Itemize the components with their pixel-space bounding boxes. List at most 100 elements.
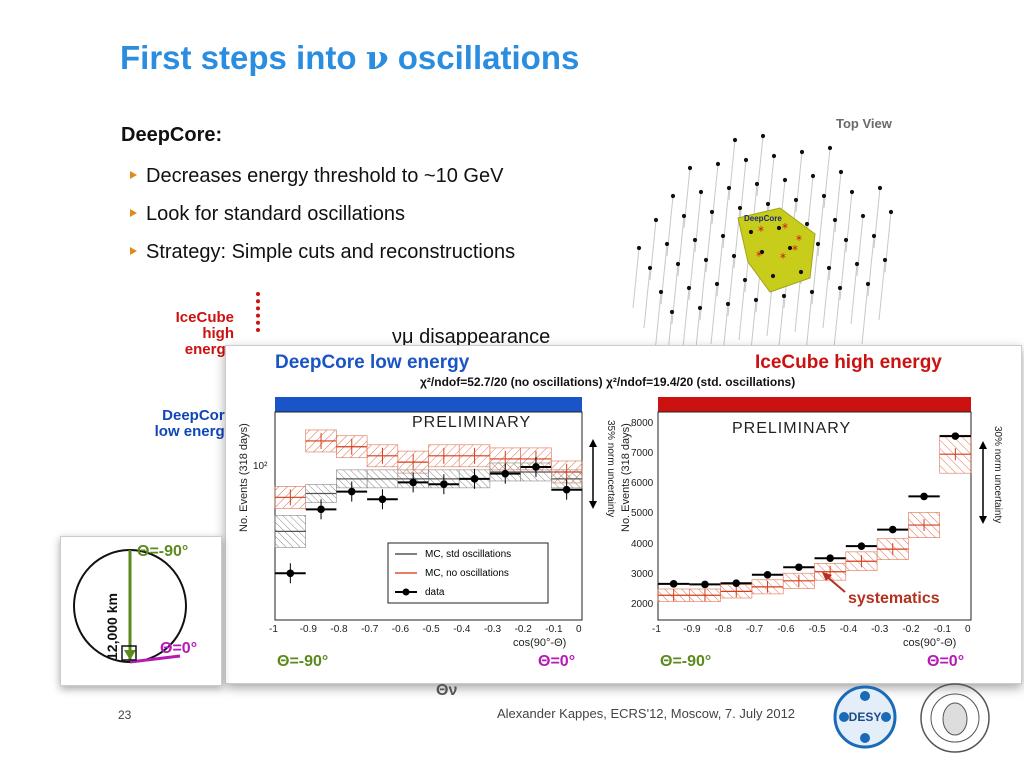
- string-dot: [793, 197, 799, 203]
- string-dot: [636, 245, 642, 251]
- bullet-arrow-icon: [130, 209, 137, 217]
- string-dot: [882, 257, 888, 263]
- string-dot: [715, 161, 721, 167]
- string-line: [695, 307, 701, 350]
- string-dot: [832, 217, 838, 223]
- string-dot: [821, 193, 827, 199]
- string-dot: [725, 301, 731, 307]
- string-line: [867, 235, 875, 297]
- right-y-tick-label: 7000: [631, 448, 654, 460]
- left-chart-blue-bar: [275, 397, 582, 412]
- right-norm-uncertainty: 30% norm uncertainty: [992, 426, 1003, 524]
- right-theta-0: Θ=0°: [927, 653, 965, 670]
- deepcore-string-star: *: [796, 233, 802, 247]
- right-x-tick-label: -0.4: [839, 624, 858, 635]
- left-y-tick-100: 10²: [253, 461, 268, 472]
- string-line: [828, 219, 836, 281]
- left-x-tick-label: 0: [576, 624, 582, 635]
- string-dot: [753, 297, 759, 303]
- left-preliminary: PRELIMINARY: [412, 414, 532, 431]
- theta-nu-symbol: Θν: [436, 682, 458, 699]
- data-point: [470, 475, 479, 483]
- string-line: [667, 311, 673, 350]
- legend-data-label: data: [425, 587, 445, 598]
- right-chart-frame: [657, 411, 972, 621]
- right-y-tick-label: 5000: [631, 508, 654, 520]
- string-line: [805, 291, 813, 350]
- string-dot: [669, 309, 675, 315]
- string-line: [643, 267, 651, 329]
- string-dot: [781, 293, 787, 299]
- left-x-tick-label: -0.4: [453, 624, 471, 635]
- data-point: [409, 478, 417, 487]
- string-dot: [827, 145, 833, 151]
- string-dot: [815, 241, 821, 247]
- right-x-tick-label: -0.3: [871, 624, 889, 635]
- string-line: [688, 239, 696, 301]
- right-x-tick-label: -0.1: [933, 624, 951, 635]
- horizontal-path: [129, 654, 181, 664]
- right-theta-minus90: Θ=-90°: [660, 653, 712, 670]
- string-dot: [664, 241, 670, 247]
- string-line: [728, 139, 736, 201]
- string-line: [677, 215, 685, 277]
- chi2-summary: χ²/ndof=52.7/20 (no oscillations) χ²/ndo…: [420, 375, 796, 389]
- string-line: [811, 243, 819, 305]
- numu-disappearance-label: νμ disappearance: [392, 326, 551, 348]
- string-line: [823, 147, 831, 209]
- string-line: [727, 255, 735, 317]
- deepcore-string-star: *: [780, 251, 786, 265]
- string-dot: [843, 237, 849, 243]
- string-line: [795, 151, 803, 213]
- string-dot: [837, 285, 843, 291]
- red-dotted-marker: [256, 292, 266, 332]
- string-line: [861, 283, 869, 345]
- string-dot: [754, 181, 760, 187]
- string-line: [845, 191, 853, 253]
- string-line: [632, 247, 640, 309]
- left-y-axis-label: No. Events (318 days): [238, 423, 250, 532]
- desy-logo: DESY: [833, 685, 897, 749]
- string-dot: [675, 261, 681, 267]
- left-x-tick-label: -0.7: [361, 624, 379, 635]
- string-dot: [737, 205, 743, 211]
- icecube-top-view-diagram: DeepCore * *** **: [632, 133, 894, 350]
- string-line: [683, 167, 691, 229]
- deepcore-string-star: *: [792, 243, 798, 257]
- string-line: [767, 155, 775, 217]
- chart-svg: MC, std oscillations MC, no oscillations…: [274, 397, 987, 621]
- string-line: [649, 219, 657, 281]
- left-theta-minus90: Θ=-90°: [277, 653, 329, 670]
- left-norm-uncertainty: 35% norm uncertainty: [605, 420, 616, 518]
- right-x-tick-label: -1: [652, 624, 661, 635]
- string-dot: [720, 233, 726, 239]
- left-norm-arrow-down: [589, 501, 597, 509]
- earth-diagram: [73, 549, 187, 664]
- string-dot: [731, 253, 737, 259]
- string-line: [806, 175, 814, 237]
- data-point: [378, 495, 387, 504]
- string-dot: [686, 285, 692, 291]
- string-dot: [748, 229, 754, 235]
- string-dot: [810, 173, 816, 179]
- string-line: [733, 207, 741, 269]
- data-point: [532, 463, 540, 471]
- string-dot: [865, 281, 871, 287]
- svg-text:DESY: DESY: [849, 710, 882, 724]
- data-point: [562, 485, 571, 494]
- data-point: [286, 569, 295, 578]
- string-line: [817, 195, 825, 257]
- data-point: [701, 580, 709, 589]
- string-dot: [826, 265, 832, 271]
- string-line: [834, 171, 842, 233]
- string-line: [833, 287, 841, 349]
- left-x-tick-label: -0.5: [422, 624, 440, 635]
- data-point: [857, 542, 866, 550]
- deepcore-low-energy-label: DeepCore low energy: [275, 352, 470, 373]
- left-theta-0: Θ=0°: [538, 653, 576, 670]
- data-point: [347, 487, 356, 496]
- left-x-tick-label: -0.1: [545, 624, 563, 635]
- icecube-high-energy-label: IceCube high energy: [755, 352, 942, 373]
- legend-data-marker: [402, 588, 410, 596]
- right-x-tick-label: -0.5: [808, 624, 826, 635]
